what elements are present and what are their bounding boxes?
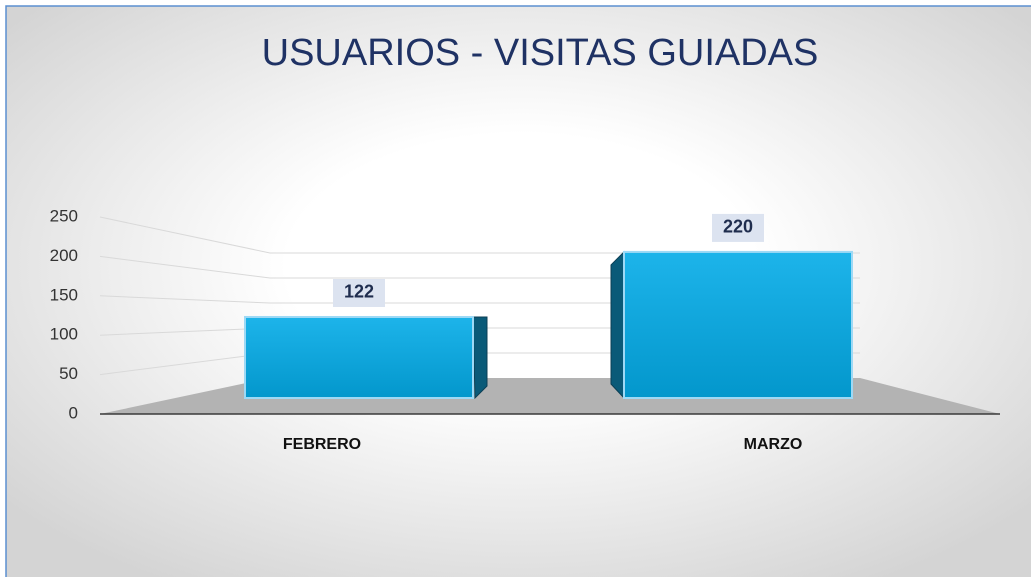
bar-side	[472, 316, 488, 400]
data-label-box	[333, 278, 385, 307]
chart-area	[5, 5, 1031, 577]
data-label: 220	[723, 217, 753, 237]
bar	[623, 250, 853, 399]
data-label: 122	[344, 282, 374, 302]
y-tick-label: 0	[69, 403, 78, 422]
y-tick-label: 200	[50, 246, 78, 265]
y-tick-label: 150	[50, 285, 78, 304]
bar	[244, 315, 474, 400]
y-tick-label: 50	[59, 364, 78, 383]
y-tick-label: 100	[50, 325, 78, 344]
data-label-box	[712, 213, 764, 242]
x-tick-label: FEBRERO	[283, 436, 361, 453]
chart-title: USUARIOS - VISITAS GUIADAS	[262, 32, 819, 74]
x-tick-label: MARZO	[744, 436, 803, 453]
y-tick-label: 250	[50, 206, 78, 225]
bar-side	[610, 250, 625, 400]
